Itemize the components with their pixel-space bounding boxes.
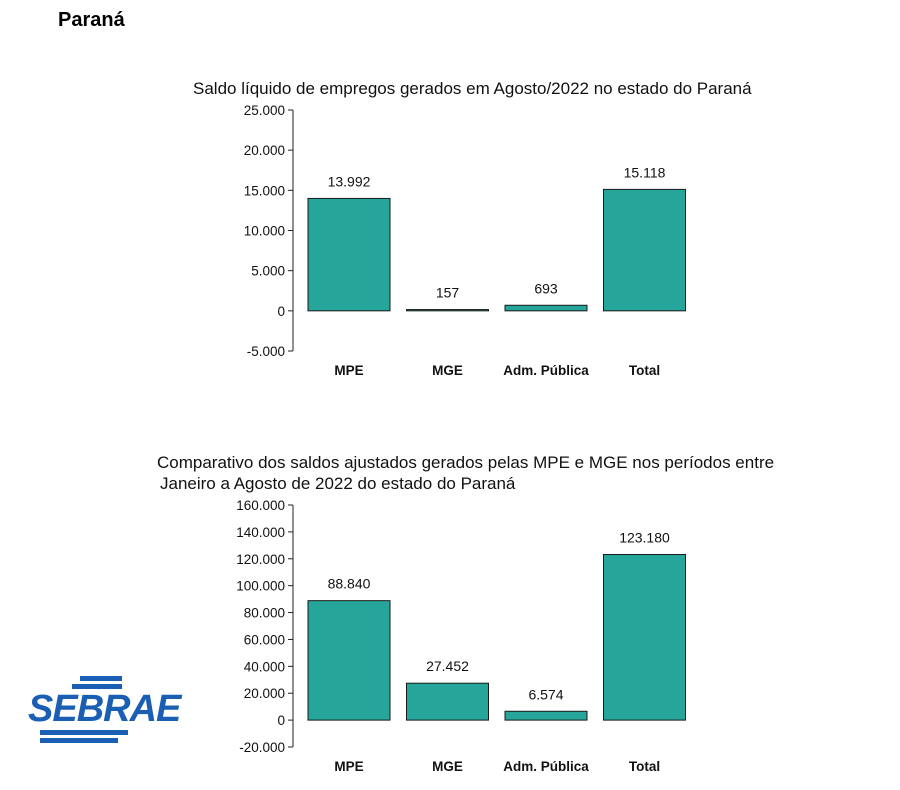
chart-2-data-label: 123.180 xyxy=(619,530,670,546)
chart-2-y-tick-label: 20.000 xyxy=(244,686,285,701)
chart-2-data-label: 6.574 xyxy=(528,686,563,702)
chart-1-y-tick-label: 0 xyxy=(277,304,285,319)
chart-2-y-tick-label: 160.000 xyxy=(236,498,285,513)
chart-2-y-tick-label: 140.000 xyxy=(236,525,285,540)
chart-2-y-tick-label: 100.000 xyxy=(236,579,285,594)
chart-1-category-label: MGE xyxy=(432,363,463,378)
chart-1-bar xyxy=(307,197,391,312)
chart-1-category-label: MPE xyxy=(334,363,363,378)
chart-2-bar xyxy=(307,600,391,721)
chart-2-data-label: 27.452 xyxy=(426,658,469,674)
chart-1-bar xyxy=(504,304,588,312)
chart-2-title-line-1: Comparativo dos saldos ajustados gerados… xyxy=(157,453,775,472)
chart-1-y-tick-label: 10.000 xyxy=(244,224,285,239)
chart-2-category-label: Adm. Pública xyxy=(503,759,589,774)
chart-1-y-tick-label: 5.000 xyxy=(251,264,285,279)
chart-2-y-tick-label: 120.000 xyxy=(236,552,285,567)
chart-2-y-tick-label: 40.000 xyxy=(244,659,285,674)
chart-1-y-tick-label: 25.000 xyxy=(244,103,285,118)
chart-1-bar xyxy=(406,309,489,312)
chart-2-y-tick-label: 0 xyxy=(277,713,285,728)
chart-1-y-tick-label: 20.000 xyxy=(244,143,285,158)
chart-2-title: Comparativo dos saldos ajustados gerados… xyxy=(157,452,774,494)
chart-2-category-label: Total xyxy=(629,759,660,774)
chart-1-data-label: 15.118 xyxy=(624,164,666,180)
sebrae-logo-stripes xyxy=(40,676,128,743)
page-heading: Paraná xyxy=(58,9,125,31)
chart-1-category-label: Adm. Pública xyxy=(503,363,589,378)
chart-2-category-label: MGE xyxy=(432,759,463,774)
chart-2-data-label: 88.840 xyxy=(328,576,371,592)
chart-2-category-label: MPE xyxy=(334,759,363,774)
chart-1-data-label: 13.992 xyxy=(328,173,371,189)
chart-1-data-label: 157 xyxy=(436,285,460,301)
chart-2-y-tick-label: 80.000 xyxy=(244,606,285,621)
chart-1-y-tick-label: -5.000 xyxy=(247,344,285,359)
chart-1-bar xyxy=(603,188,686,312)
sebrae-logo: SEBRAE xyxy=(28,674,181,744)
chart-2-y-tick-label: 60.000 xyxy=(244,632,285,647)
chart-1-title: Saldo líquido de empregos gerados em Ago… xyxy=(193,78,752,99)
chart-2-y-tick-label: -20.000 xyxy=(239,740,285,755)
chart-1-title-line: Saldo líquido de empregos gerados em Ago… xyxy=(193,79,752,98)
chart-2-bar xyxy=(603,554,686,721)
chart-1-category-label: Total xyxy=(629,363,660,378)
chart-1-data-label: 693 xyxy=(534,280,558,296)
chart-2-bar xyxy=(406,682,489,721)
chart-2-bar xyxy=(504,710,588,721)
chart-1-y-tick-label: 15.000 xyxy=(244,183,285,198)
chart-1: -5.000 0 5.000 10.000 15.000 20.000 25.000 13.9… xyxy=(244,103,686,378)
chart-2-title-line-2: Janeiro a Agosto de 2022 do estado do Pa… xyxy=(160,474,516,493)
sebrae-logo-text: SEBRAE xyxy=(28,688,181,730)
